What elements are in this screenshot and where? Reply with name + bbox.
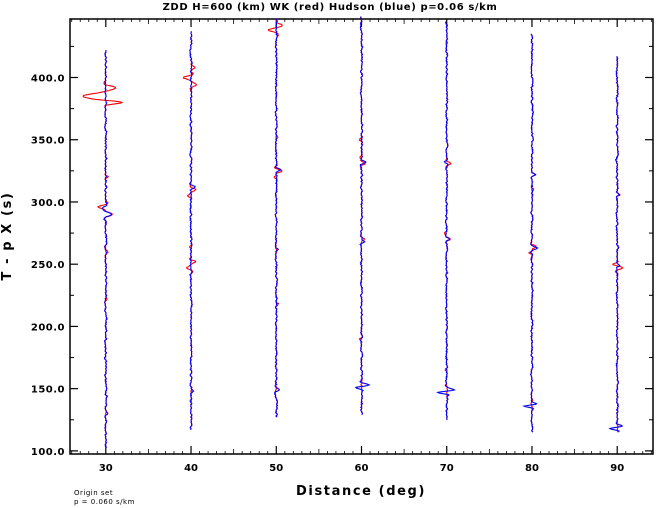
footnote: Origin set p = 0.060 s/km (74, 489, 135, 507)
y-tick-label: 150.0 (31, 385, 65, 396)
trace-group (82, 16, 624, 449)
hudson-trace-60 (354, 16, 371, 416)
y-tick-label: 300.0 (31, 198, 65, 209)
y-tick-label: 350.0 (31, 136, 65, 147)
trace-70-deg (436, 21, 456, 420)
hudson-trace-70 (436, 21, 456, 420)
x-tick-label: 80 (525, 463, 539, 474)
chart-title: ZDD H=600 (km) WK (red) Hudson (blue) p=… (163, 2, 498, 13)
x-tick-label: 40 (184, 463, 198, 474)
y-axis-label: T - p X (s) (0, 192, 15, 281)
hudson-trace-90 (608, 56, 624, 433)
trace-30-deg (82, 50, 124, 449)
wk-trace-50 (267, 18, 283, 418)
x-tick-label: 70 (440, 463, 454, 474)
y-tick-label: 100.0 (31, 447, 65, 458)
trace-90-deg (608, 56, 624, 433)
hudson-trace-50 (274, 18, 282, 418)
y-tick-label: 200.0 (31, 322, 65, 333)
footnote-slowness: p = 0.060 s/km (74, 498, 135, 506)
y-axis: 100.0 150.0 200.0 250.0 300.0 350.0 400.0 (31, 45, 653, 458)
x-axis-label: Distance (deg) (296, 484, 426, 499)
x-tick-label: 90 (610, 463, 624, 474)
trace-80-deg (522, 33, 539, 433)
hudson-trace-80 (522, 33, 539, 433)
y-tick-label: 400.0 (31, 73, 65, 84)
x-tick-label: 60 (355, 463, 369, 474)
wk-trace-30 (82, 50, 124, 449)
x-tick-label: 50 (269, 463, 283, 474)
footnote-origin: Origin set (74, 489, 114, 497)
trace-40-deg (182, 31, 197, 430)
trace-50-deg (267, 18, 283, 418)
x-tick-label: 30 (99, 463, 113, 474)
y-tick-label: 250.0 (31, 260, 65, 271)
wk-trace-40 (182, 31, 197, 430)
hudson-trace-30 (101, 50, 113, 449)
hudson-trace-40 (188, 31, 196, 430)
trace-60-deg (354, 16, 371, 416)
x-axis: 30 40 50 60 70 80 90 (71, 19, 652, 474)
